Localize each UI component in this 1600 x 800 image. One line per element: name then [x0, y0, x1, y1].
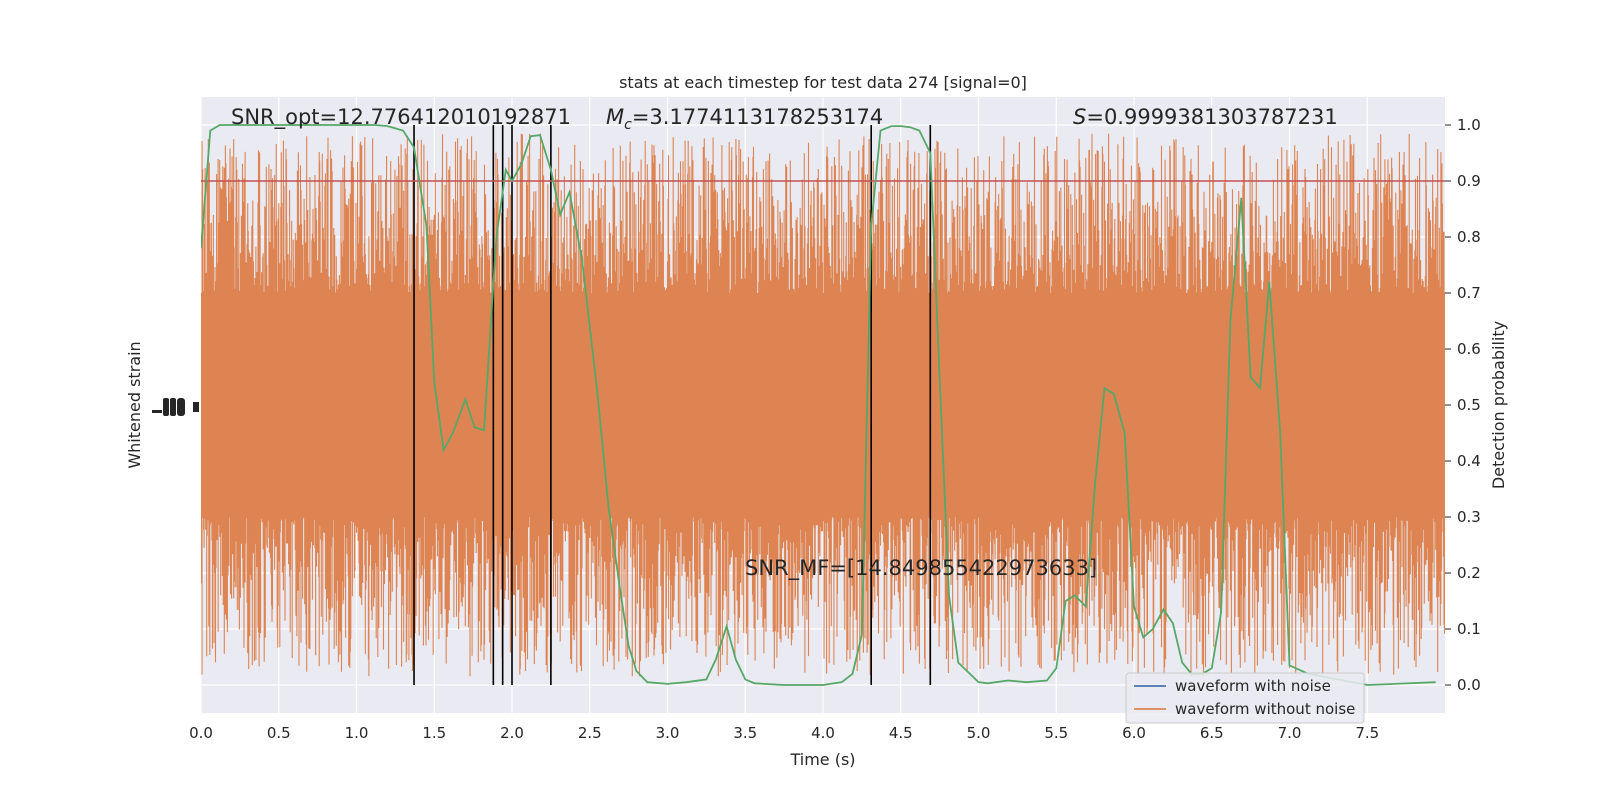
legend-label-waveform-with-noise: waveform with noise: [1175, 677, 1331, 695]
y-tick-label: 0.8: [1457, 228, 1481, 246]
y-tick-label: 0.2: [1457, 564, 1481, 582]
x-tick-label: 3.0: [656, 724, 680, 742]
chart-title: stats at each timestep for test data 274…: [619, 73, 1027, 92]
annotation-mc-value: =3.1774113178253174: [632, 105, 883, 129]
series-detection-probability: [201, 124, 1436, 686]
y-tick-label: 0.0: [1457, 676, 1481, 694]
annotation-mc-symbol: M: [606, 105, 624, 129]
y-tick-label: 1.0: [1457, 116, 1481, 134]
x-tick-label: 2.5: [578, 724, 602, 742]
x-tick-label: 6.5: [1200, 724, 1224, 742]
annotation-chirp-mass: Mc=3.1774113178253174: [606, 105, 883, 133]
annotation-snr-mf: SNR_MF=[14.849855422973633]: [745, 556, 1097, 581]
x-tick-label: 5.0: [967, 724, 991, 742]
x-tick-label: 4.5: [889, 724, 913, 742]
strain-trace: [201, 133, 1445, 677]
x-tick-label: 3.5: [733, 724, 757, 742]
annotation-snr-opt: SNR_opt=12.776412010192871: [231, 105, 571, 130]
x-tick-label: 6.0: [1122, 724, 1146, 742]
right-axis-label: Detection probability: [1489, 321, 1508, 489]
y-tick-label: 0.7: [1457, 284, 1481, 302]
x-tick-label: 5.5: [1044, 724, 1068, 742]
y-axis-ticks-right: 0.0 0.1 0.2 0.3 0.4 0.5 0.6 0.7 0.8 0.9 1.0: [1445, 116, 1481, 694]
y-tick-label: 0.5: [1457, 396, 1481, 414]
legend-label-waveform-without-noise: waveform without noise: [1175, 700, 1355, 718]
probability-line: [201, 124, 1436, 686]
y-tick-label: 0.3: [1457, 508, 1481, 526]
x-tick-label: 0.0: [189, 724, 213, 742]
x-tick-label: 1.5: [422, 724, 446, 742]
annotation-mc-sub: c: [624, 117, 632, 133]
x-tick-label: 1.0: [345, 724, 369, 742]
annotation-overlap: S=0.9999381303787231: [1073, 105, 1338, 129]
y-tick-label: 0.4: [1457, 452, 1481, 470]
x-tick-label: 7.5: [1355, 724, 1379, 742]
x-axis-label: Time (s): [789, 750, 855, 769]
x-tick-label: 2.0: [500, 724, 524, 742]
x-tick-label: 7.0: [1278, 724, 1302, 742]
left-axis-collapsed-ticks: [152, 398, 199, 416]
series-waveform-without-noise: [201, 133, 1445, 677]
x-tick-label: 4.0: [811, 724, 835, 742]
y-tick-label: 0.9: [1457, 172, 1481, 190]
x-axis-ticks: 0.0 0.5 1.0 1.5 2.0 2.5 3.0 3.5 4.0 4.5 5.0 5.5 6.0 6…: [189, 724, 1379, 742]
left-axis-label: Whitened strain: [125, 341, 144, 468]
annotation-s-value: =0.9999381303787231: [1086, 105, 1337, 129]
y-tick-label: 0.1: [1457, 620, 1481, 638]
legend: waveform with noise waveform without noi…: [1125, 672, 1365, 724]
annotation-s-symbol: S: [1073, 105, 1086, 129]
x-tick-label: 0.5: [267, 724, 291, 742]
y-tick-label: 0.6: [1457, 340, 1481, 358]
